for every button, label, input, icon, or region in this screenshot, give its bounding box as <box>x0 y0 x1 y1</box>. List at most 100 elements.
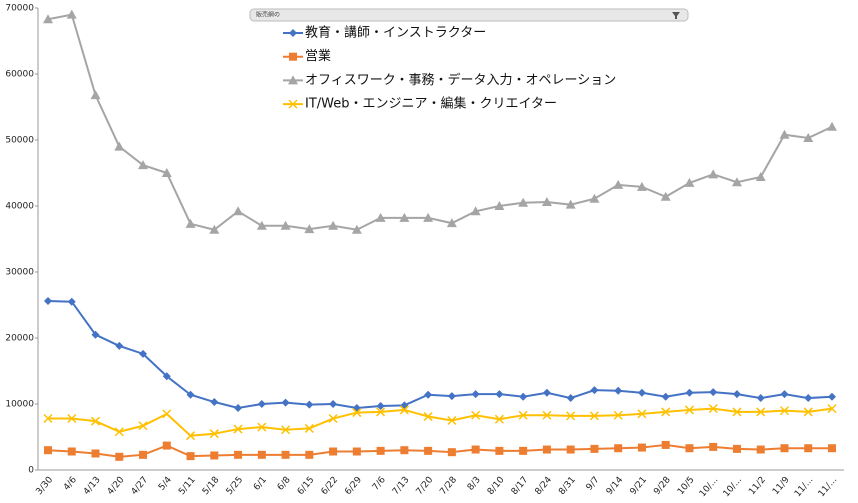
y-tick-label: 30000 <box>5 268 34 278</box>
marker <box>519 446 528 455</box>
y-tick-label: 0 <box>28 466 34 476</box>
marker <box>732 390 741 399</box>
marker <box>566 411 576 421</box>
marker <box>780 390 789 399</box>
marker <box>43 413 53 424</box>
marker <box>779 406 790 416</box>
marker <box>755 171 766 181</box>
marker <box>424 390 433 399</box>
x-tick-label: 4/27 <box>130 475 151 497</box>
marker <box>289 29 297 37</box>
marker <box>185 218 196 228</box>
x-tick-label: 9/28 <box>652 475 673 497</box>
marker <box>709 442 718 451</box>
marker <box>471 445 480 454</box>
marker <box>138 421 148 431</box>
x-tick-label: 3/30 <box>35 475 56 497</box>
marker <box>399 212 410 222</box>
marker <box>542 445 551 454</box>
marker <box>288 75 298 85</box>
marker <box>210 451 219 460</box>
marker <box>233 206 244 216</box>
x-tick-label: 5/18 <box>201 475 222 497</box>
marker <box>495 390 504 399</box>
series-line <box>48 407 833 437</box>
marker <box>209 224 220 234</box>
marker <box>614 386 623 395</box>
y-tick-label: 50000 <box>5 136 34 146</box>
marker <box>424 446 433 455</box>
marker <box>209 429 219 439</box>
marker <box>827 404 837 414</box>
marker <box>542 388 551 397</box>
x-tick-label: 5/11 <box>177 475 198 497</box>
marker <box>67 297 76 306</box>
marker <box>281 398 290 407</box>
x-tick-label: 5/4 <box>157 475 174 493</box>
x-tick-label: 9/14 <box>605 475 626 497</box>
x-tick-label: 4/13 <box>82 475 103 497</box>
marker <box>67 413 77 424</box>
x-tick-label: 11/9 <box>771 475 792 497</box>
marker <box>804 444 813 453</box>
x-tick-label: 9/7 <box>585 475 602 493</box>
filter-icon[interactable] <box>672 12 680 19</box>
marker <box>589 411 599 421</box>
marker <box>351 224 362 234</box>
marker <box>257 422 267 432</box>
marker <box>161 168 172 177</box>
marker <box>257 450 266 459</box>
marker <box>91 449 100 458</box>
marker <box>304 224 315 234</box>
marker <box>447 448 456 457</box>
marker <box>186 390 195 399</box>
x-tick-label: 8/24 <box>533 475 554 497</box>
marker <box>803 407 813 417</box>
marker <box>495 446 504 455</box>
x-tick-label: 8/3 <box>466 475 483 493</box>
legend-label: 営業 <box>305 48 331 64</box>
marker <box>280 220 291 230</box>
marker <box>779 129 790 139</box>
x-tick-label: 10/... <box>722 475 744 499</box>
marker <box>661 407 671 417</box>
x-tick-label: 8/10 <box>486 475 507 497</box>
marker <box>376 401 385 410</box>
marker <box>803 133 814 143</box>
marker <box>66 9 77 19</box>
x-tick-label: 11/2 <box>747 475 768 497</box>
marker <box>447 415 457 426</box>
marker <box>661 392 670 401</box>
y-tick-label: 10000 <box>5 400 34 410</box>
marker <box>494 201 505 210</box>
marker <box>661 440 670 449</box>
x-tick-label: 7/13 <box>391 475 412 497</box>
x-tick-label: 7/6 <box>371 475 388 493</box>
series-line <box>47 13 833 231</box>
marker <box>44 297 52 306</box>
marker <box>471 390 480 399</box>
marker <box>566 445 575 454</box>
marker <box>589 193 600 203</box>
marker <box>731 177 742 187</box>
marker <box>590 444 599 453</box>
x-tick-label: 11/... <box>817 475 839 499</box>
marker <box>613 179 624 189</box>
marker <box>637 443 646 452</box>
marker <box>256 220 267 230</box>
marker <box>115 452 124 461</box>
marker <box>304 423 314 433</box>
marker <box>162 441 171 450</box>
marker <box>470 206 481 216</box>
marker <box>44 446 52 455</box>
marker <box>289 52 297 61</box>
marker <box>376 407 386 417</box>
marker <box>233 424 243 434</box>
marker <box>352 408 362 418</box>
x-tick-label: 11/... <box>793 475 815 499</box>
filter-bar[interactable] <box>249 8 689 22</box>
marker <box>780 444 789 453</box>
marker <box>590 386 599 395</box>
x-tick-label: 10/5 <box>676 475 697 497</box>
marker <box>139 450 148 459</box>
